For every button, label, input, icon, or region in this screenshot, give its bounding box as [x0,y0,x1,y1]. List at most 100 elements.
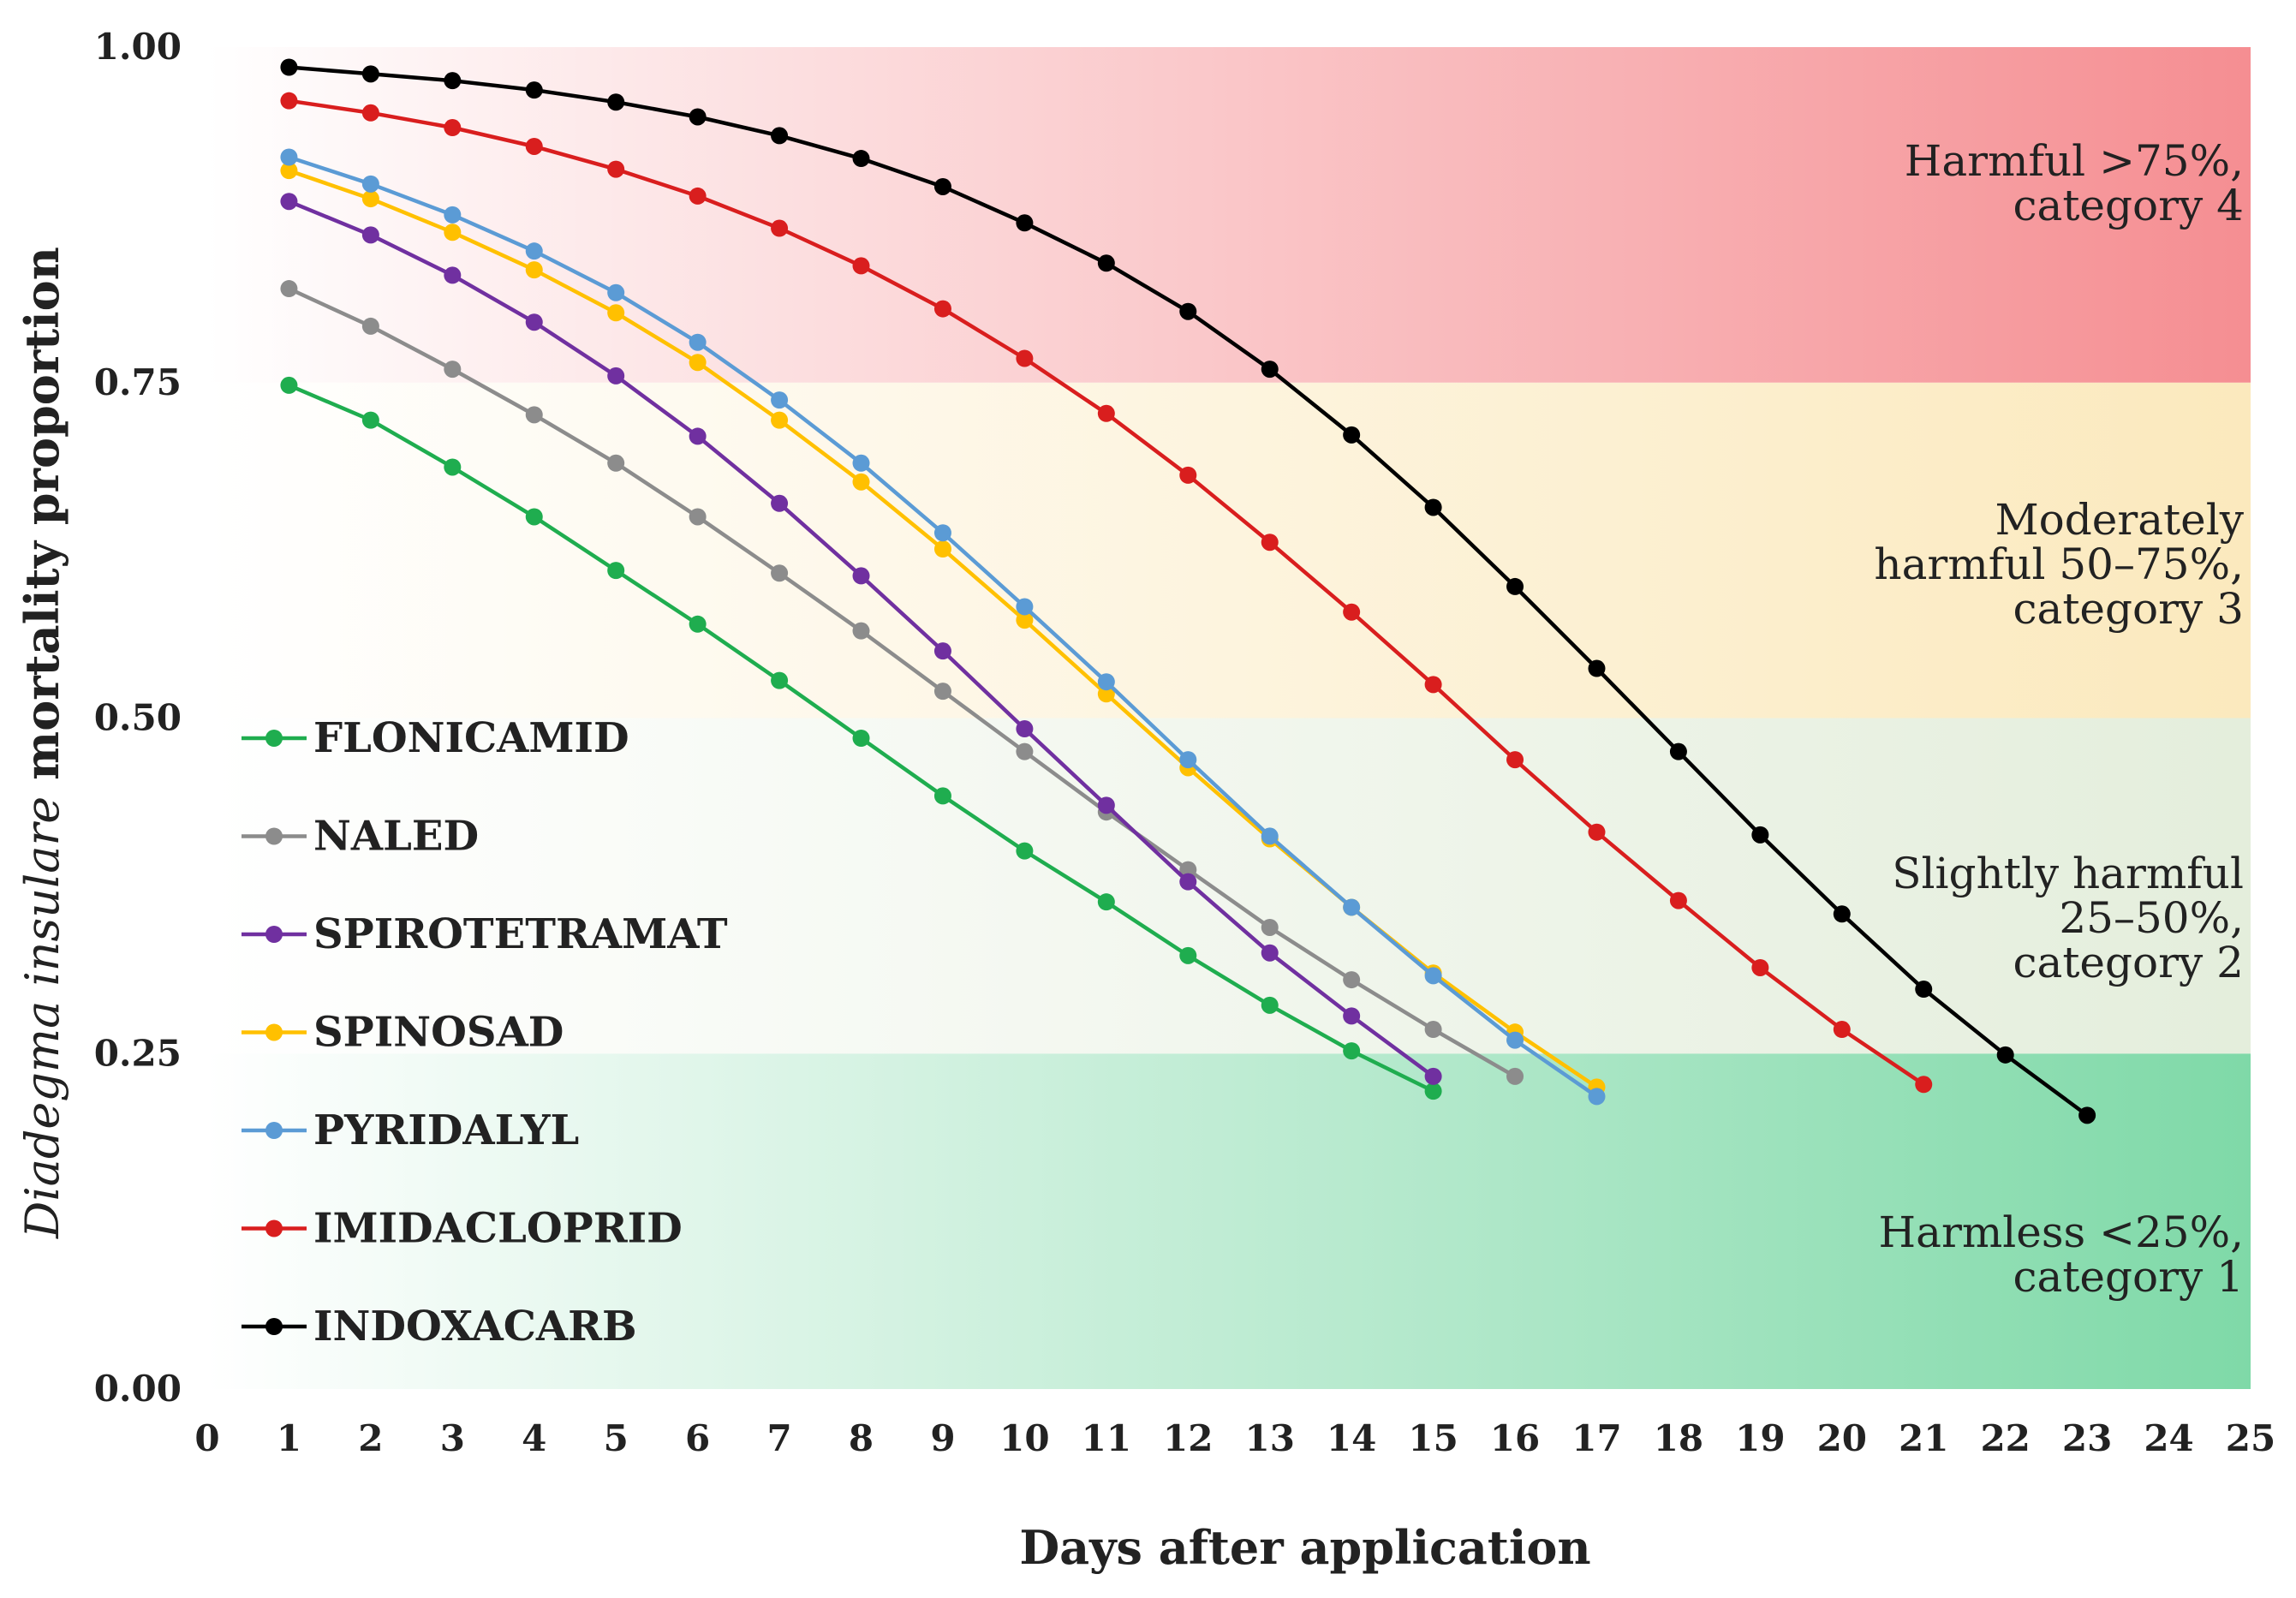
x-tick-label: 11 [1082,1417,1131,1459]
legend-item-imidacloprid: IMIDACLOPRID [242,1205,683,1253]
x-tick-label: 16 [1490,1417,1540,1459]
data-point-indoxacarb [1996,1046,2014,1064]
series-flonicamid [280,376,1442,1100]
data-point-imidacloprid [444,119,462,137]
data-point-naled [1343,971,1361,989]
band-3 [207,382,2251,719]
data-point-imidacloprid [771,219,789,237]
data-point-pyridalyl [1097,673,1115,691]
series-naled [280,280,1524,1085]
legend-label: SPINOSAD [313,1009,564,1057]
data-point-imidacloprid [1261,534,1279,552]
data-point-pyridalyl [607,283,625,301]
band-labels: Harmless <25%, category 1 Slightly harmful… [1874,136,2244,1302]
data-point-imidacloprid [933,300,951,318]
data-point-indoxacarb [852,150,870,168]
band-label-category-4: Harmful >75%, category 4 [1905,136,2244,230]
data-point-indoxacarb [1016,214,1034,232]
band-label-category-3: Moderately harmful 50–75%, category 3 [1874,495,2244,634]
x-tick-label: 12 [1163,1417,1213,1459]
data-point-spirotetramat [1343,1007,1361,1025]
legend-label: SPIROTETRAMAT [313,910,728,958]
data-point-spirotetramat [1261,944,1279,962]
data-point-imidacloprid [280,92,298,110]
band-2 [207,718,2251,1054]
data-point-spinosad [361,190,379,208]
data-point-imidacloprid [1343,603,1361,621]
legend-swatch-marker [265,827,283,845]
legend-swatch-marker [265,926,283,943]
legend-item-flonicamid: FLONICAMID [242,714,629,762]
data-point-spirotetramat [361,226,379,244]
data-point-flonicamid [1424,1082,1442,1100]
data-point-indoxacarb [1588,659,1606,677]
legend-swatch-marker [265,730,283,747]
x-tick-label: 19 [1735,1417,1785,1459]
data-point-imidacloprid [689,187,707,205]
data-point-indoxacarb [444,72,462,90]
x-axis-title: Days after application [1019,1520,1590,1575]
x-tick-label: 23 [2062,1417,2112,1459]
data-point-imidacloprid [361,104,379,122]
series-pyridalyl [280,148,1606,1106]
data-point-flonicamid [607,562,625,580]
data-point-pyridalyl [852,454,870,472]
data-point-spirotetramat [1179,873,1197,891]
data-point-flonicamid [1097,893,1115,911]
data-point-spirotetramat [689,427,707,445]
data-point-flonicamid [771,671,789,689]
data-point-imidacloprid [1424,676,1442,694]
data-point-flonicamid [689,615,707,633]
data-point-naled [444,361,462,379]
x-tick-label: 22 [1980,1417,2030,1459]
data-point-naled [1016,742,1034,760]
data-point-imidacloprid [1833,1021,1851,1039]
legend-label: INDOXACARB [313,1303,637,1351]
y-tick-label: 0.00 [94,1368,182,1410]
data-point-pyridalyl [1424,967,1442,985]
data-point-imidacloprid [1588,823,1606,841]
data-point-spinosad [933,540,951,558]
legend-swatch-marker [265,1023,283,1041]
data-point-pyridalyl [1016,598,1034,616]
legend-item-pyridalyl: PYRIDALYL [242,1106,579,1154]
data-point-indoxacarb [607,93,625,111]
data-point-spinosad [280,162,298,180]
x-tick-label: 21 [1899,1417,1948,1459]
data-point-naled [607,454,625,472]
data-point-spirotetramat [1097,796,1115,814]
data-point-indoxacarb [771,127,789,145]
x-tick-label: 3 [440,1417,465,1459]
data-point-spinosad [771,411,789,429]
series-line-naled [287,286,1518,1079]
y-tick-label: 0.50 [94,697,182,739]
data-point-pyridalyl [1261,827,1279,845]
band-1 [207,1053,2251,1389]
x-tick-label: 6 [685,1417,710,1459]
data-point-flonicamid [852,730,870,748]
data-point-flonicamid [1261,996,1279,1014]
x-tick-label: 2 [358,1417,383,1459]
x-tick-label: 24 [2144,1417,2193,1459]
data-point-pyridalyl [689,333,707,351]
data-point-imidacloprid [1097,404,1115,422]
data-point-imidacloprid [1751,958,1769,976]
data-point-indoxacarb [1097,254,1115,272]
data-point-spirotetramat [771,494,789,512]
data-point-flonicamid [933,787,951,805]
x-tick-label: 10 [999,1417,1049,1459]
y-axis-title-rest: mortality proportion [15,247,69,780]
data-point-spirotetramat [1424,1067,1442,1085]
data-point-imidacloprid [1179,466,1197,484]
x-tick-label: 7 [766,1417,791,1459]
data-point-spirotetramat [444,266,462,284]
data-point-indoxacarb [525,81,543,99]
data-point-indoxacarb [361,65,379,83]
data-point-spirotetramat [933,642,951,660]
data-point-pyridalyl [771,391,789,409]
y-tick-label: 0.25 [94,1032,182,1074]
data-point-naled [1179,861,1197,879]
data-point-naled [1424,1021,1442,1039]
legend-swatch-marker [265,1318,283,1335]
